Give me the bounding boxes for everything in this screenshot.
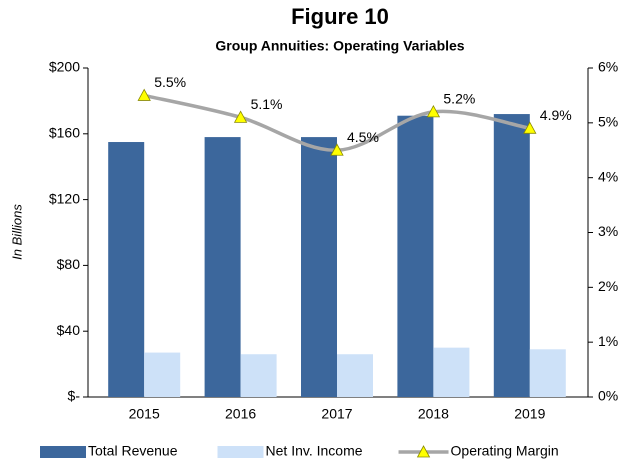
- legend-swatch: [217, 446, 264, 458]
- marker: [426, 105, 441, 118]
- x-tick-label: 2018: [418, 406, 449, 422]
- chart-subtitle: Group Annuities: Operating Variables: [215, 38, 464, 54]
- marker: [233, 110, 248, 123]
- y2-tick-label: 2%: [598, 278, 618, 294]
- bar: [433, 347, 470, 397]
- x-tick-label: 2017: [321, 406, 352, 422]
- y2-tick-label: 6%: [598, 59, 618, 75]
- x-tick-label: 2016: [225, 406, 256, 422]
- data-label: 5.1%: [251, 96, 283, 112]
- y2-tick-label: 4%: [598, 168, 618, 184]
- data-label: 5.5%: [154, 74, 186, 90]
- x-tick-label: 2019: [514, 406, 545, 422]
- y-tick-label: $120: [49, 190, 80, 206]
- y-tick-label: $200: [49, 59, 80, 75]
- marker: [523, 121, 537, 134]
- data-label: 4.5%: [347, 129, 379, 145]
- bar: [493, 114, 530, 397]
- y-tick-label: $40: [57, 322, 81, 338]
- marker: [137, 88, 151, 101]
- y-tick-label: $80: [57, 256, 81, 272]
- y2-tick-label: 0%: [598, 388, 618, 404]
- y-axis-label: In Billions: [9, 204, 24, 260]
- y-tick-label: $-: [68, 388, 81, 404]
- data-label: 4.9%: [540, 107, 572, 123]
- bar: [337, 354, 373, 397]
- legend-marker: [416, 445, 431, 458]
- chart-title: Figure 10: [291, 4, 389, 29]
- legend-label: Net Inv. Income: [266, 443, 363, 459]
- bar: [529, 349, 566, 397]
- bar: [204, 137, 241, 397]
- y2-tick-label: 1%: [598, 333, 618, 349]
- bar: [240, 354, 277, 397]
- legend-swatch: [40, 446, 86, 458]
- bar: [301, 137, 337, 397]
- bar: [397, 115, 434, 397]
- legend-label: Operating Margin: [451, 443, 559, 459]
- y-tick-label: $160: [49, 125, 80, 141]
- bar: [144, 352, 181, 397]
- marker: [330, 143, 344, 156]
- data-label: 5.2%: [443, 91, 475, 107]
- y2-tick-label: 5%: [598, 114, 618, 130]
- bar: [108, 142, 145, 397]
- legend-label: Total Revenue: [88, 443, 178, 459]
- x-tick-label: 2015: [129, 406, 160, 422]
- y2-tick-label: 3%: [598, 223, 618, 239]
